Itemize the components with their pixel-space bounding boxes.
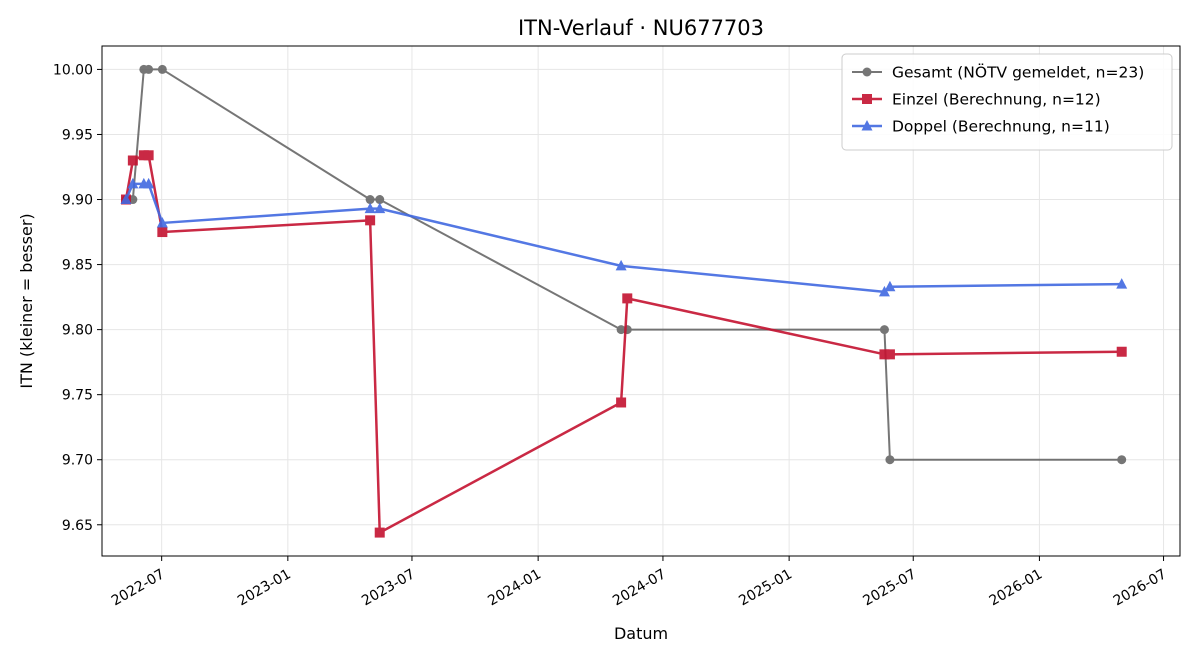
- data-point: [884, 349, 895, 360]
- chart-title: ITN-Verlauf · NU677703: [518, 16, 764, 40]
- x-axis-title: Datum: [614, 624, 668, 643]
- plot-frame: [101, 45, 1181, 557]
- data-point: [879, 349, 890, 360]
- data-point: [127, 177, 139, 189]
- legend-label: Einzel (Berechnung, n=12): [892, 91, 1101, 109]
- data-point: [156, 216, 168, 228]
- series-3: [120, 177, 1128, 297]
- data-point: [1117, 455, 1127, 465]
- y-tick-label: 9.65: [62, 518, 93, 534]
- series-layer: [120, 64, 1128, 538]
- data-point: [364, 202, 376, 214]
- data-point: [365, 195, 375, 205]
- legend-swatch: [852, 120, 882, 131]
- data-point: [1116, 278, 1128, 289]
- data-point: [615, 259, 627, 271]
- data-point: [885, 455, 895, 465]
- legend-marker: [861, 120, 873, 131]
- data-point: [157, 227, 168, 238]
- data-point: [884, 280, 896, 292]
- y-tick-label: 9.90: [62, 193, 93, 209]
- y-tick-label: 9.80: [62, 323, 93, 339]
- y-tick-label: 9.75: [62, 388, 93, 404]
- y-tick-label: 10.00: [53, 62, 93, 78]
- data-point: [120, 193, 132, 205]
- data-point: [143, 150, 154, 161]
- data-point: [622, 293, 633, 304]
- grid-lines: [102, 46, 1180, 556]
- data-point: [879, 325, 889, 335]
- data-point: [157, 64, 167, 74]
- data-point: [374, 202, 386, 214]
- data-point: [143, 177, 155, 189]
- y-tick-label: 9.85: [62, 258, 93, 274]
- data-point: [616, 397, 627, 408]
- data-point: [1116, 346, 1127, 357]
- y-tick-label: 9.70: [62, 453, 93, 469]
- y-axis-title: ITN (kleiner = besser): [17, 213, 36, 388]
- y-tick-label: 9.95: [62, 127, 93, 143]
- legend-box: [841, 53, 1173, 151]
- legend: Gesamt (NÖTV gemeldet, n=23) Einzel (Bere…: [841, 53, 1173, 151]
- data-point: [375, 195, 385, 205]
- legend-label: Gesamt (NÖTV gemeldet, n=23): [892, 63, 1144, 82]
- data-point: [374, 527, 385, 538]
- legend-swatch: [852, 67, 882, 77]
- legend-marker: [862, 94, 872, 104]
- legend-marker: [862, 67, 872, 77]
- data-point: [365, 215, 376, 226]
- data-point: [127, 155, 138, 166]
- legend-swatch: [852, 94, 882, 104]
- data-point: [878, 285, 890, 297]
- data-point: [616, 325, 626, 335]
- legend-label: Doppel (Berechnung, n=11): [892, 118, 1110, 136]
- data-point: [144, 64, 154, 74]
